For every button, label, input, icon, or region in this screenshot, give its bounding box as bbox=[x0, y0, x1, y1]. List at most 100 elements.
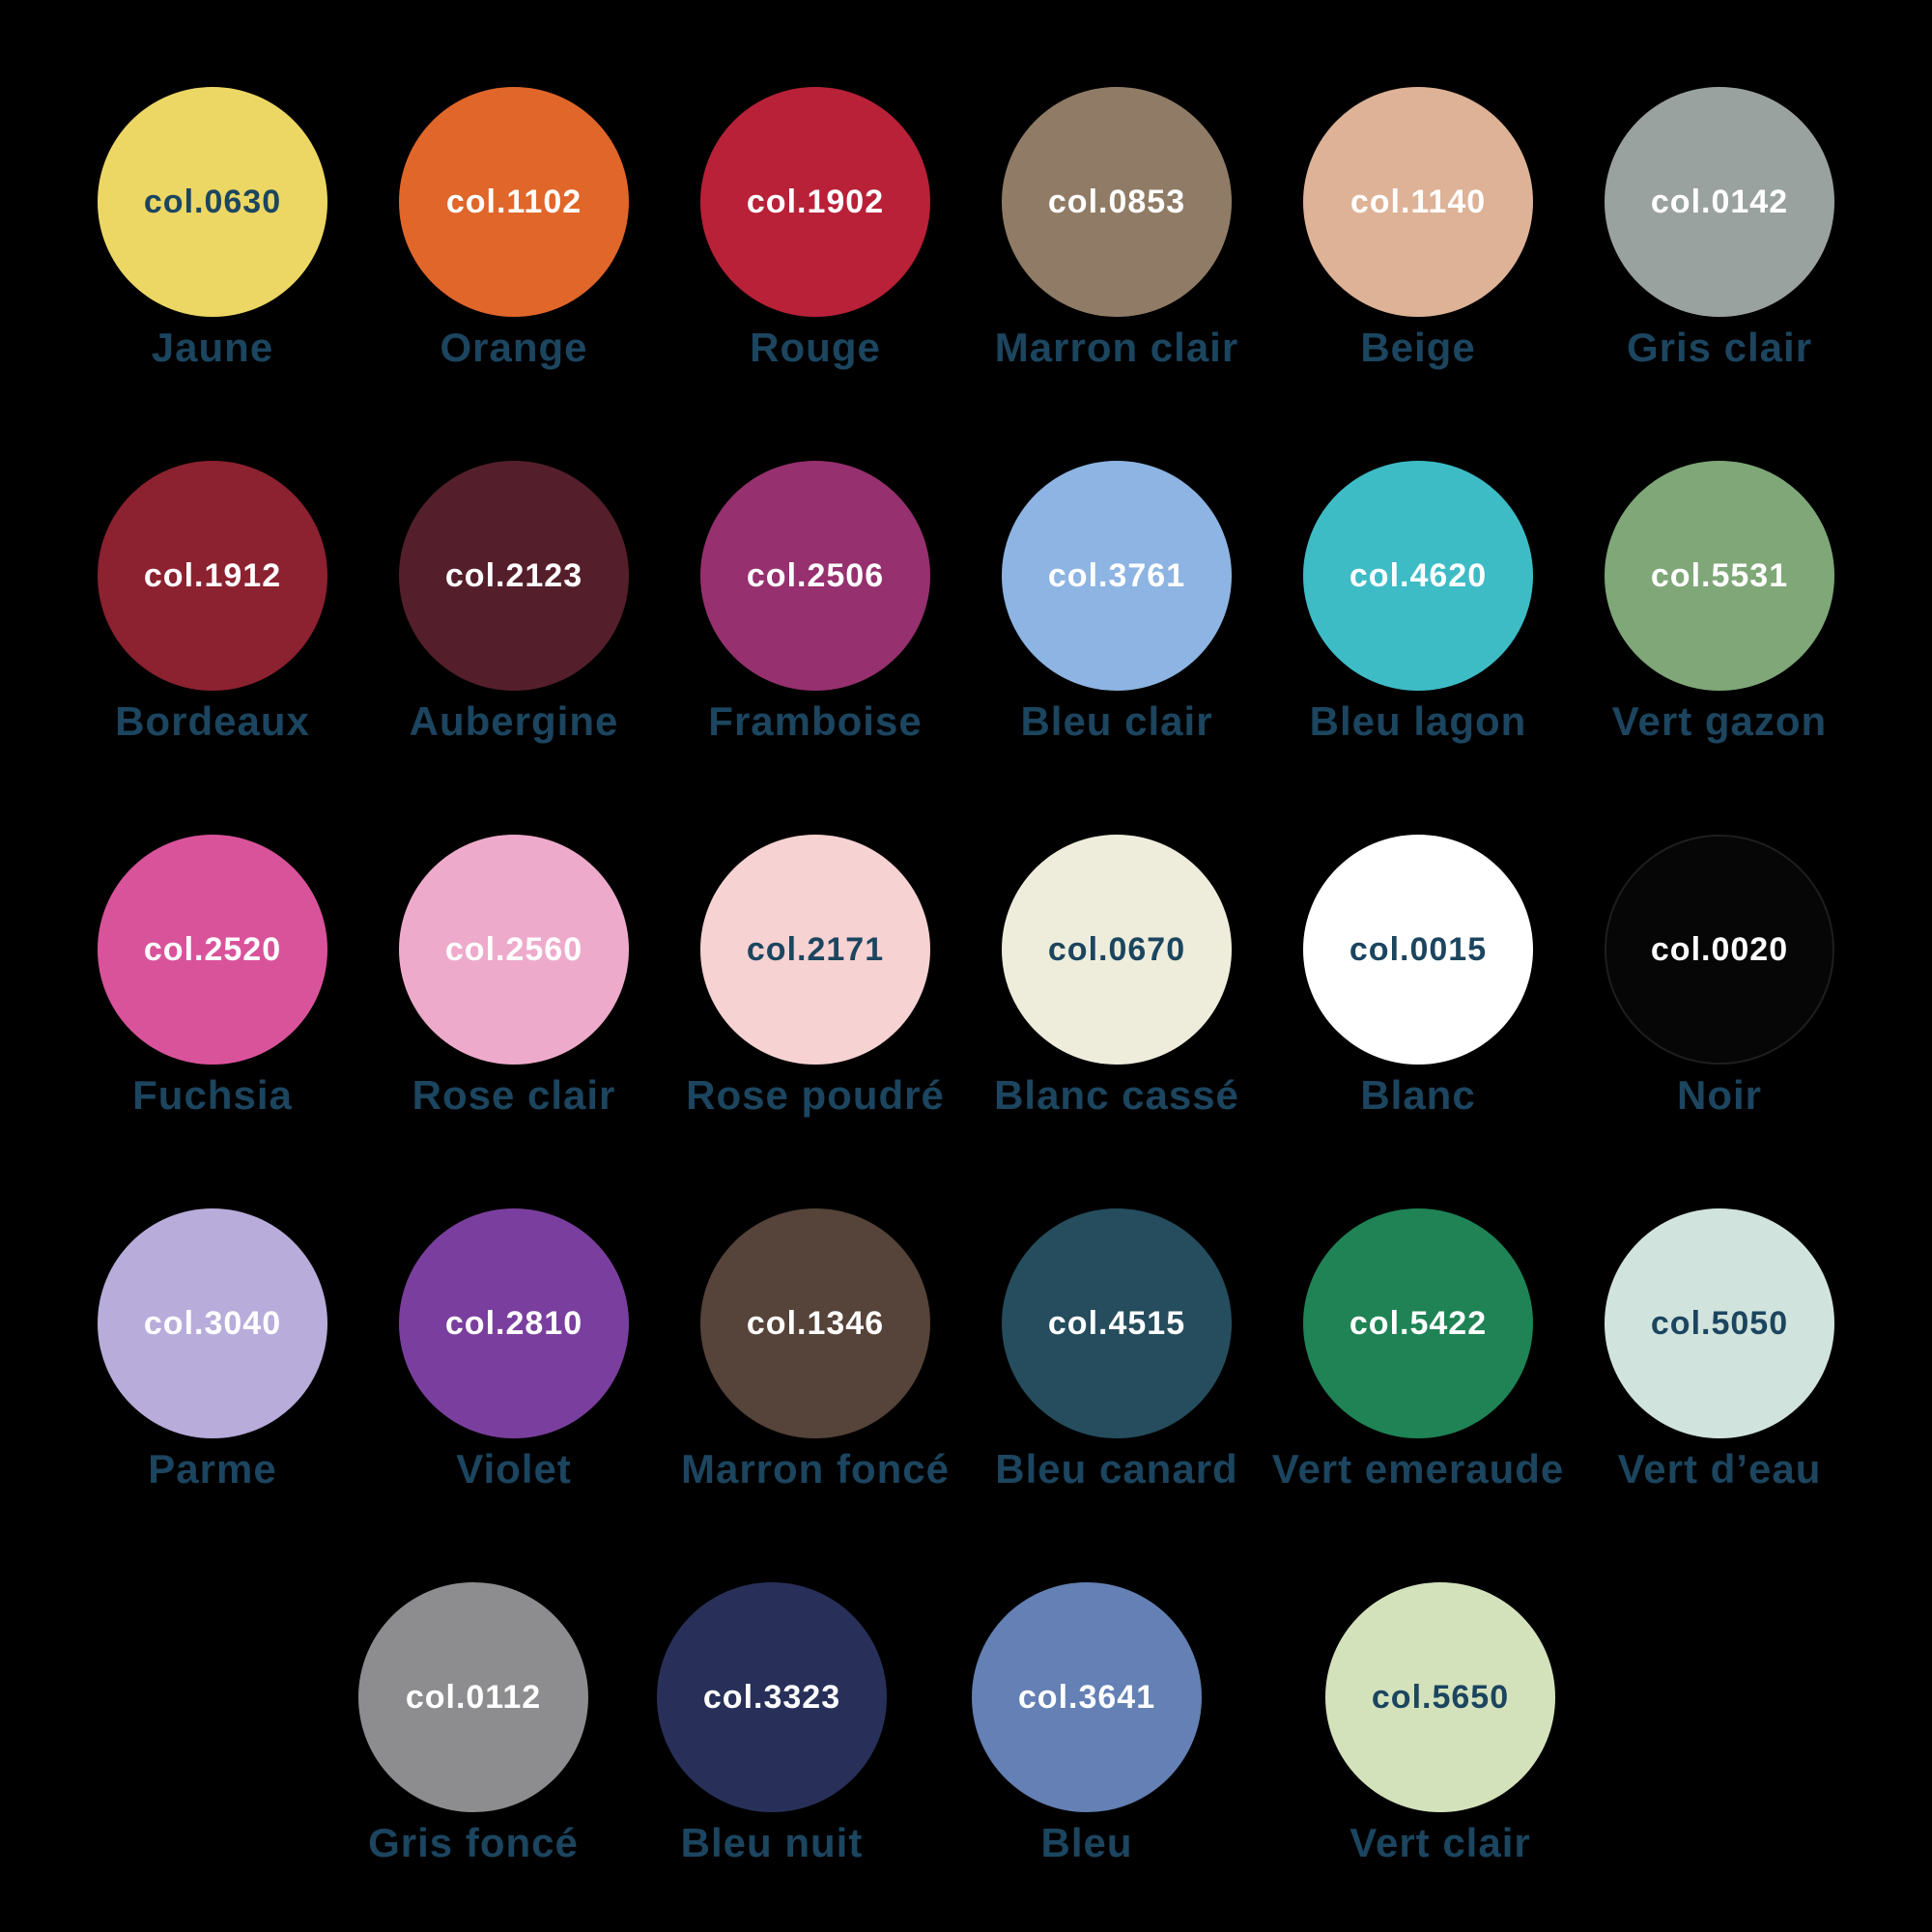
color-name-label: Marron foncé bbox=[680, 1446, 951, 1492]
swatch-marron-clair: col.0853 Marron clair bbox=[966, 87, 1267, 368]
color-code: col.3641 bbox=[1017, 1678, 1156, 1716]
swatch-row-5: col.0112 Gris foncé col.3323 Bleu nuit c… bbox=[0, 1582, 1932, 1872]
color-name-label: Gris foncé bbox=[368, 1820, 579, 1865]
color-name-label: Framboise bbox=[708, 698, 923, 744]
color-circle: col.3323 bbox=[657, 1582, 887, 1812]
color-name-label: Fuchsia bbox=[132, 1072, 293, 1118]
swatch-bleu-canard: col.4515 Bleu canard bbox=[966, 1208, 1267, 1490]
color-circle: col.0853 bbox=[1002, 87, 1232, 317]
color-name-label: Rose clair bbox=[412, 1072, 616, 1118]
color-name-label: Vert emeraude bbox=[1271, 1446, 1565, 1492]
swatch-vert-clair: col.5650 Vert clair bbox=[1286, 1582, 1595, 1863]
color-circle: col.5050 bbox=[1605, 1208, 1834, 1438]
color-code: col.0020 bbox=[1650, 930, 1789, 968]
swatch-bleu-nuit: col.3323 Bleu nuit bbox=[617, 1582, 926, 1863]
color-circle: col.5422 bbox=[1303, 1208, 1533, 1438]
swatch-beige: col.1140 Beige bbox=[1267, 87, 1569, 368]
color-name-label: Aubergine bbox=[409, 698, 619, 744]
color-name-label: Marron clair bbox=[994, 325, 1239, 370]
swatch-vert-gazon: col.5531 Vert gazon bbox=[1569, 461, 1870, 742]
swatch-bleu-lagon: col.4620 Bleu lagon bbox=[1267, 461, 1569, 742]
swatch-gris-clair: col.0142 Gris clair bbox=[1569, 87, 1870, 368]
swatch-gris-fonce: col.0112 Gris foncé bbox=[319, 1582, 628, 1863]
color-code: col.2560 bbox=[444, 930, 583, 968]
color-name-label: Bordeaux bbox=[115, 698, 310, 744]
color-circle: col.2171 bbox=[700, 835, 930, 1065]
color-code: col.3040 bbox=[143, 1304, 282, 1342]
color-code: col.2520 bbox=[143, 930, 282, 968]
swatch-framboise: col.2506 Framboise bbox=[665, 461, 966, 742]
color-code: col.3323 bbox=[702, 1678, 841, 1716]
color-code: col.2810 bbox=[444, 1304, 583, 1342]
color-name-label: Bleu nuit bbox=[680, 1820, 864, 1865]
color-circle: col.0630 bbox=[98, 87, 327, 317]
color-code: col.5531 bbox=[1650, 556, 1789, 594]
color-code: col.1912 bbox=[143, 556, 282, 594]
color-circle: col.0015 bbox=[1303, 835, 1533, 1065]
color-code: col.5650 bbox=[1371, 1678, 1510, 1716]
swatch-orange: col.1102 Orange bbox=[363, 87, 665, 368]
swatch-vert-deau: col.5050 Vert d’eau bbox=[1569, 1208, 1870, 1490]
color-code: col.3761 bbox=[1047, 556, 1186, 594]
swatch-fuchsia: col.2520 Fuchsia bbox=[62, 835, 363, 1116]
color-name-label: Parme bbox=[148, 1446, 277, 1492]
color-circle: col.1346 bbox=[700, 1208, 930, 1438]
color-circle: col.3040 bbox=[98, 1208, 327, 1438]
color-circle: col.0142 bbox=[1605, 87, 1834, 317]
swatch-row-1: col.0630 Jaune col.1102 Orange col.1902 … bbox=[0, 87, 1932, 368]
color-name-label: Jaune bbox=[151, 325, 274, 370]
color-name-label: Blanc bbox=[1360, 1072, 1476, 1118]
color-name-label: Rose poudré bbox=[686, 1072, 945, 1118]
color-code: col.0670 bbox=[1047, 930, 1186, 968]
color-code: col.1902 bbox=[746, 183, 885, 220]
swatch-bleu-clair: col.3761 Bleu clair bbox=[966, 461, 1267, 742]
color-circle: col.0112 bbox=[358, 1582, 588, 1812]
swatch-jaune: col.0630 Jaune bbox=[62, 87, 363, 368]
swatch-noir: col.0020 Noir bbox=[1569, 835, 1870, 1116]
color-circle: col.3761 bbox=[1002, 461, 1232, 691]
color-circle: col.2810 bbox=[399, 1208, 629, 1438]
swatch-blanc: col.0015 Blanc bbox=[1267, 835, 1569, 1116]
color-name-label: Bleu canard bbox=[995, 1446, 1238, 1492]
color-circle: col.1102 bbox=[399, 87, 629, 317]
color-name-label: Bleu clair bbox=[1020, 698, 1213, 744]
swatch-parme: col.3040 Parme bbox=[62, 1208, 363, 1490]
color-circle: col.4515 bbox=[1002, 1208, 1232, 1438]
color-name-label: Violet bbox=[456, 1446, 572, 1492]
color-circle: col.2560 bbox=[399, 835, 629, 1065]
color-circle: col.0020 bbox=[1605, 835, 1834, 1065]
color-circle: col.4620 bbox=[1303, 461, 1533, 691]
swatch-blanc-casse: col.0670 Blanc cassé bbox=[966, 835, 1267, 1116]
color-code: col.4620 bbox=[1349, 556, 1488, 594]
swatch-vert-emeraude: col.5422 Vert emeraude bbox=[1267, 1208, 1569, 1490]
swatch-violet: col.2810 Violet bbox=[363, 1208, 665, 1490]
color-code: col.1102 bbox=[445, 183, 582, 220]
color-circle: col.2123 bbox=[399, 461, 629, 691]
color-code: col.2506 bbox=[746, 556, 885, 594]
color-code: col.1346 bbox=[746, 1304, 885, 1342]
color-name-label: Vert clair bbox=[1350, 1820, 1531, 1865]
color-name-label: Bleu bbox=[1040, 1820, 1133, 1865]
swatch-aubergine: col.2123 Aubergine bbox=[363, 461, 665, 742]
swatch-bordeaux: col.1912 Bordeaux bbox=[62, 461, 363, 742]
color-code: col.2171 bbox=[746, 930, 885, 968]
color-circle: col.2520 bbox=[98, 835, 327, 1065]
swatch-row-3: col.2520 Fuchsia col.2560 Rose clair col… bbox=[0, 835, 1932, 1116]
color-code: col.4515 bbox=[1047, 1304, 1186, 1342]
color-code: col.2123 bbox=[444, 556, 583, 594]
color-circle: col.2506 bbox=[700, 461, 930, 691]
color-code: col.0853 bbox=[1047, 183, 1186, 220]
color-circle: col.5650 bbox=[1325, 1582, 1555, 1812]
color-circle: col.1902 bbox=[700, 87, 930, 317]
color-name-label: Bleu lagon bbox=[1309, 698, 1527, 744]
swatch-rose-clair: col.2560 Rose clair bbox=[363, 835, 665, 1116]
color-code: col.0112 bbox=[405, 1678, 542, 1716]
color-code: col.0142 bbox=[1650, 183, 1789, 220]
color-name-label: Blanc cassé bbox=[994, 1072, 1239, 1118]
color-name-label: Beige bbox=[1360, 325, 1476, 370]
color-code: col.0630 bbox=[143, 183, 282, 220]
color-circle: col.0670 bbox=[1002, 835, 1232, 1065]
swatch-rouge: col.1902 Rouge bbox=[665, 87, 966, 368]
color-name-label: Gris clair bbox=[1626, 325, 1813, 370]
